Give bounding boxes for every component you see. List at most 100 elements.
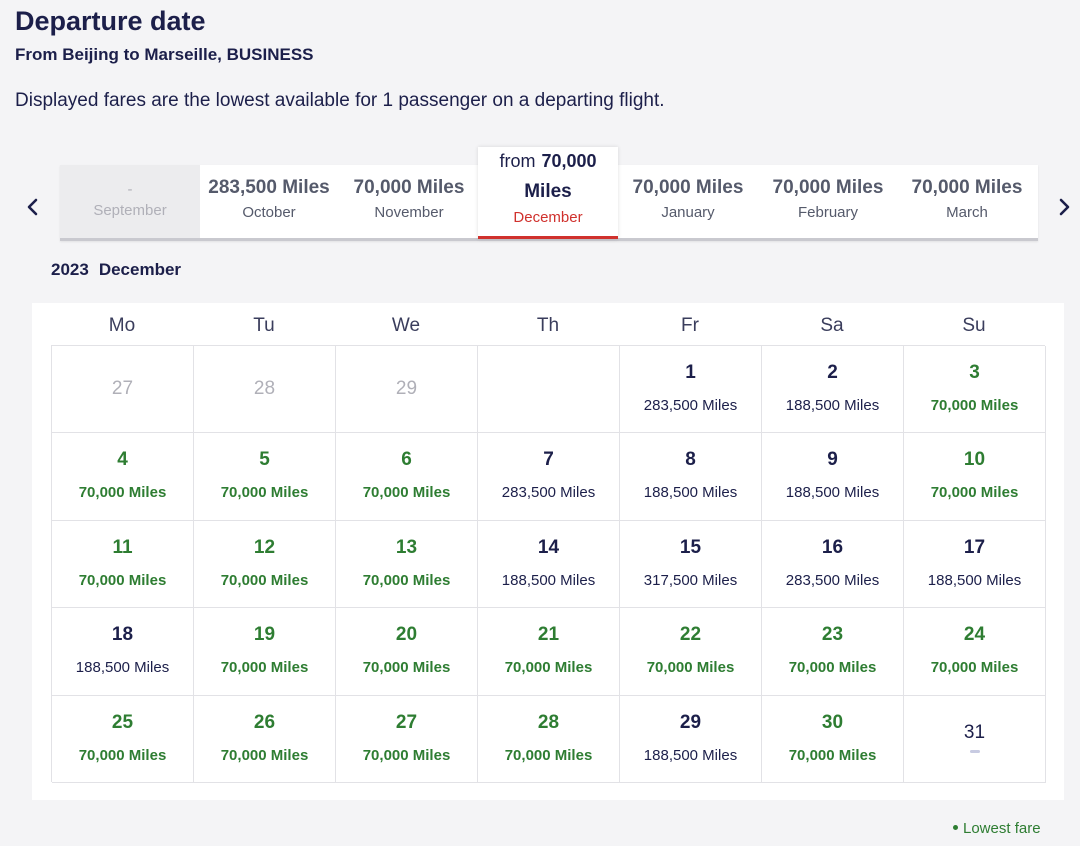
- day-cell[interactable]: 29 188,500 Miles: [620, 695, 762, 783]
- month-tab-november[interactable]: 70,000 Miles November: [339, 165, 479, 238]
- day-fare: 70,000 Miles: [220, 484, 309, 502]
- day-cell[interactable]: 23 70,000 Miles: [762, 608, 904, 696]
- day-cell[interactable]: 14 188,500 Miles: [478, 520, 620, 609]
- month-tab-miles: 70,000 Miles: [353, 177, 465, 198]
- day-fare: 283,500 Miles: [643, 397, 738, 414]
- chevron-left-icon: [27, 198, 38, 216]
- day-cell[interactable]: 12 70,000 Miles: [194, 520, 336, 609]
- month-tab-label: November: [374, 204, 444, 221]
- day-cell[interactable]: 31: [904, 695, 1046, 783]
- day-fare: 70,000 Miles: [362, 571, 451, 589]
- month-tab-february[interactable]: 70,000 Miles February: [758, 165, 898, 238]
- day-fare: 188,500 Miles: [785, 397, 880, 414]
- day-cell[interactable]: 18 188,500 Miles: [52, 608, 194, 696]
- calendar: Mo Tu We Th Fr Sa Su 27 28 29 1 283,500 Mile…: [32, 303, 1064, 800]
- day-cell[interactable]: 16 283,500 Miles: [762, 520, 904, 609]
- weekday-label: Th: [536, 315, 560, 336]
- day-cell[interactable]: 30 70,000 Miles: [762, 695, 904, 783]
- month-tab-october[interactable]: 283,500 Miles October: [199, 165, 339, 238]
- day-fare: 70,000 Miles: [930, 659, 1019, 677]
- day-fare: 188,500 Miles: [501, 571, 596, 589]
- weekday-label: Mo: [108, 315, 136, 336]
- next-month-button[interactable]: [1052, 195, 1076, 219]
- day-cell[interactable]: 9 188,500 Miles: [762, 433, 904, 521]
- day-cell[interactable]: 2 188,500 Miles: [762, 346, 904, 434]
- day-cell[interactable]: 7 283,500 Miles: [478, 433, 620, 521]
- month-tab-december[interactable]: from 70,000 Miles December: [478, 147, 618, 239]
- day-cell[interactable]: 17 188,500 Miles: [904, 520, 1046, 609]
- month-selector: - September 283,500 Miles October 70,000…: [60, 147, 1038, 241]
- day-fare: 70,000 Miles: [78, 746, 167, 764]
- day-cell[interactable]: 10 70,000 Miles: [904, 433, 1046, 521]
- day-fare: 188,500 Miles: [785, 484, 880, 502]
- day-cell: [478, 346, 620, 434]
- day-cell[interactable]: 13 70,000 Miles: [336, 520, 478, 609]
- day-cell[interactable]: 22 70,000 Miles: [620, 608, 762, 696]
- day-number: 11: [112, 536, 133, 558]
- day-cell[interactable]: 6 70,000 Miles: [336, 433, 478, 521]
- month-tab-miles: 70,000 Miles: [632, 177, 744, 198]
- day-number: 4: [117, 449, 128, 471]
- weekday-label: Tu: [253, 315, 275, 336]
- day-cell[interactable]: 24 70,000 Miles: [904, 608, 1046, 696]
- day-number: 12: [253, 536, 276, 558]
- month-tab-label: December: [513, 209, 583, 226]
- month-tab-september: - September: [60, 165, 200, 238]
- day-number: 31: [963, 721, 986, 743]
- day-cell[interactable]: 15 317,500 Miles: [620, 520, 762, 609]
- route-subtitle: From Beijing to Marseille, BUSINESS: [15, 45, 314, 64]
- day-cell[interactable]: 8 188,500 Miles: [620, 433, 762, 521]
- calendar-grid: 27 28 29 1 283,500 Miles 2 188,500 Miles 3 70,00…: [51, 345, 1046, 783]
- month-tab-miles: -: [127, 181, 133, 198]
- day-number: 29: [395, 378, 418, 399]
- previous-month-button[interactable]: [21, 195, 45, 219]
- month-tab-march[interactable]: 70,000 Miles March: [897, 165, 1037, 238]
- day-cell[interactable]: 3 70,000 Miles: [904, 346, 1046, 434]
- day-number: 24: [963, 624, 986, 646]
- month-tab-label: September: [93, 202, 167, 219]
- day-cell[interactable]: 27 70,000 Miles: [336, 695, 478, 783]
- day-number: 15: [679, 536, 702, 558]
- day-fare: 283,500 Miles: [501, 484, 596, 502]
- day-number: 10: [963, 449, 986, 471]
- day-cell[interactable]: 11 70,000 Miles: [52, 520, 194, 609]
- month-tab-january[interactable]: 70,000 Miles January: [618, 165, 758, 238]
- day-number: 9: [827, 449, 838, 471]
- page-title: Departure date: [15, 6, 206, 36]
- day-fare: 70,000 Miles: [788, 746, 877, 764]
- day-cell[interactable]: 19 70,000 Miles: [194, 608, 336, 696]
- day-fare: 70,000 Miles: [788, 659, 877, 677]
- day-cell[interactable]: 1 283,500 Miles: [620, 346, 762, 434]
- day-fare: 317,500 Miles: [643, 571, 738, 589]
- day-number: 22: [679, 624, 702, 646]
- day-number: 28: [537, 711, 560, 733]
- day-cell[interactable]: 4 70,000 Miles: [52, 433, 194, 521]
- day-number: 1: [685, 362, 696, 383]
- day-fare: 70,000 Miles: [220, 659, 309, 677]
- from-label: from: [499, 151, 536, 171]
- day-number: 3: [969, 362, 980, 383]
- day-cell[interactable]: 26 70,000 Miles: [194, 695, 336, 783]
- day-number: 20: [395, 624, 418, 646]
- day-number: 23: [821, 624, 844, 646]
- day-fare: 188,500 Miles: [643, 746, 738, 764]
- day-cell[interactable]: 25 70,000 Miles: [52, 695, 194, 783]
- loading-placeholder: [969, 749, 980, 753]
- month-tab-from-line: from 70,000: [478, 151, 618, 172]
- day-number: 17: [963, 536, 986, 558]
- day-number: 7: [543, 449, 554, 471]
- day-fare: 70,000 Miles: [78, 571, 167, 589]
- day-cell[interactable]: 20 70,000 Miles: [336, 608, 478, 696]
- weekday-label: Fr: [681, 315, 699, 336]
- day-fare: 70,000 Miles: [930, 484, 1019, 502]
- day-number: 5: [259, 449, 270, 471]
- day-cell[interactable]: 5 70,000 Miles: [194, 433, 336, 521]
- day-number: 25: [111, 711, 134, 733]
- day-cell[interactable]: 28 70,000 Miles: [478, 695, 620, 783]
- month-tab-label: January: [661, 204, 715, 221]
- day-cell[interactable]: 21 70,000 Miles: [478, 608, 620, 696]
- day-fare: 70,000 Miles: [362, 484, 451, 502]
- day-number: 26: [253, 711, 276, 733]
- weekday-label: Sa: [820, 315, 844, 336]
- day-fare: 70,000 Miles: [362, 746, 451, 764]
